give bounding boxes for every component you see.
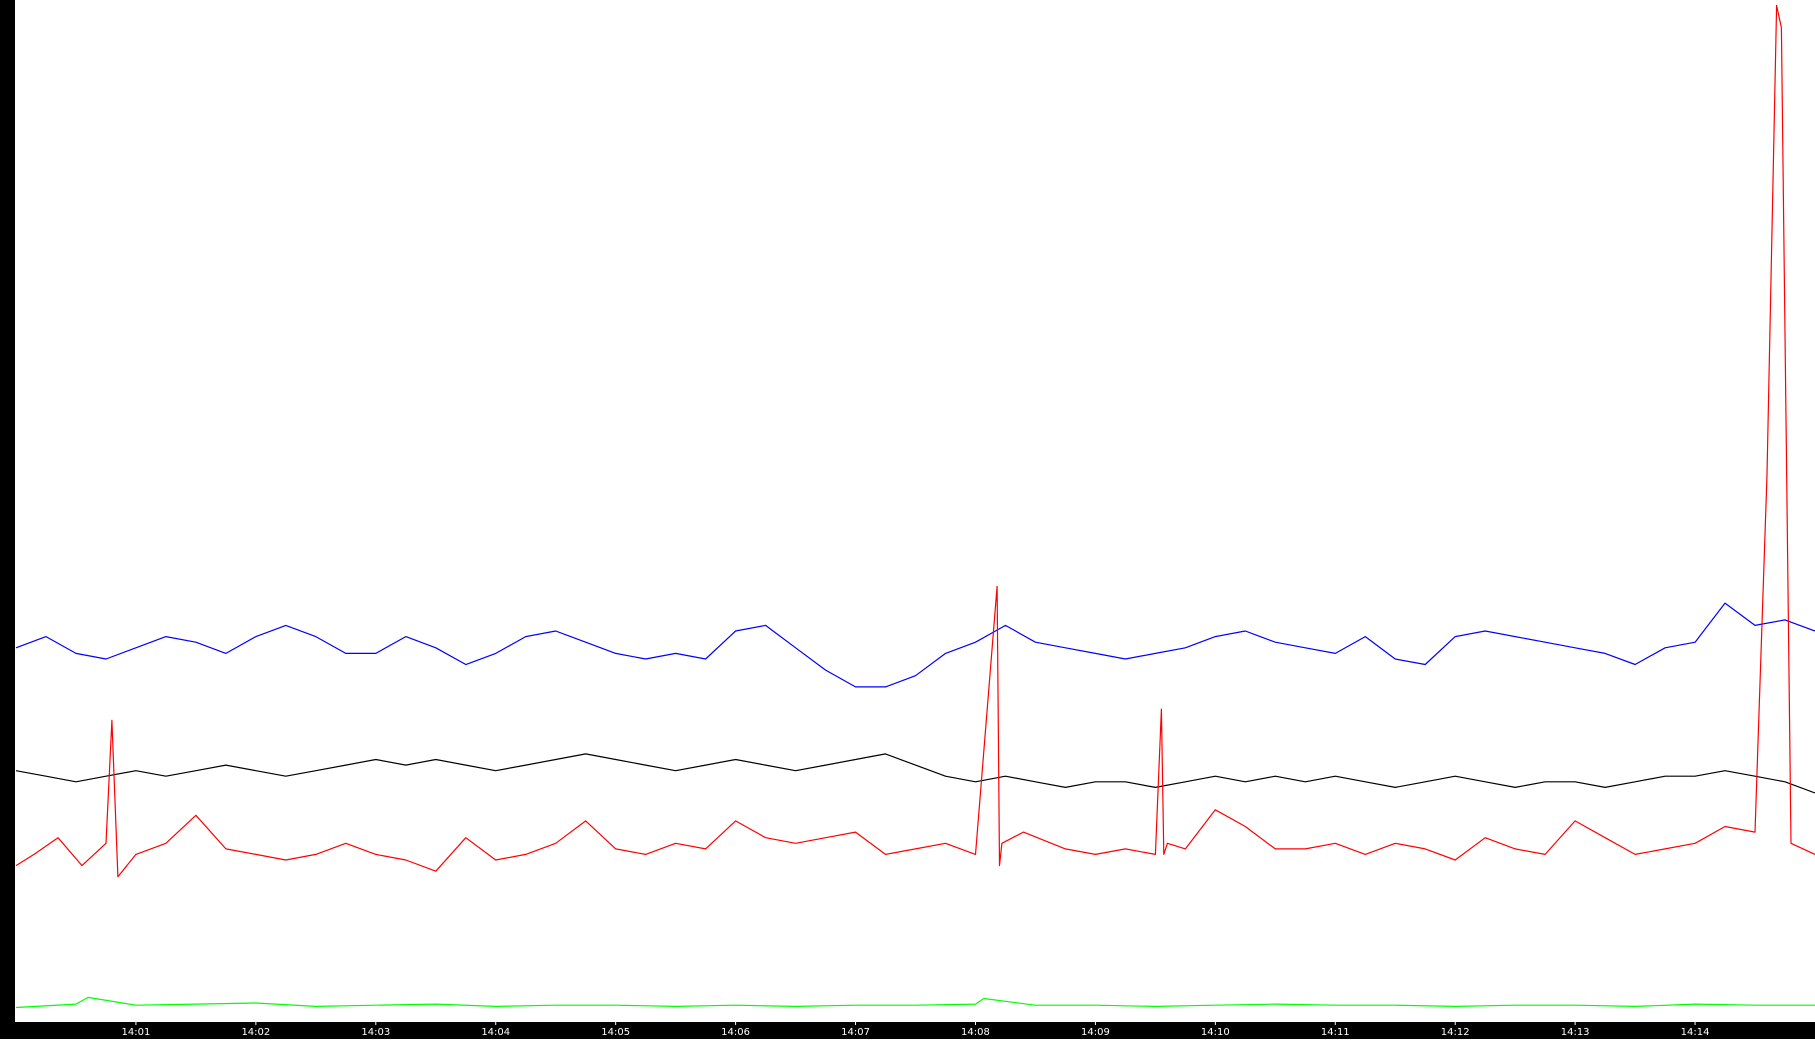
- x-tick-label: 14:02: [241, 1027, 270, 1038]
- series-line-2: [15, 753, 1815, 794]
- x-tick-label: 14:13: [1561, 1027, 1590, 1038]
- x-tick-label: 14:03: [361, 1027, 390, 1038]
- x-tick-label: 14:09: [1081, 1027, 1110, 1038]
- series-line-3: [15, 4, 1815, 878]
- series-group: [15, 4, 1815, 1009]
- x-tick-label: 14:05: [601, 1027, 630, 1038]
- x-tick-label: 14:12: [1441, 1027, 1470, 1038]
- x-tick-label: 14:07: [841, 1027, 870, 1038]
- series-line-4: [15, 996, 1815, 1009]
- x-axis-band: [0, 1022, 1815, 1039]
- x-tick-label: 14:08: [961, 1027, 990, 1038]
- x-axis-labels: 14:01 14:02 14:03 14:04 14:05 14:06 14:07 14:08…: [122, 1022, 1710, 1038]
- x-tick-label: 14:06: [721, 1027, 750, 1038]
- series-line-1: [15, 602, 1815, 688]
- x-tick-label: 14:01: [122, 1027, 151, 1038]
- x-tick-label: 14:10: [1201, 1027, 1230, 1038]
- x-tick-label: 14:04: [481, 1027, 510, 1038]
- x-tick-label: 14:14: [1681, 1027, 1710, 1038]
- x-tick-label: 14:11: [1321, 1027, 1350, 1038]
- y-axis-band: [0, 0, 15, 1039]
